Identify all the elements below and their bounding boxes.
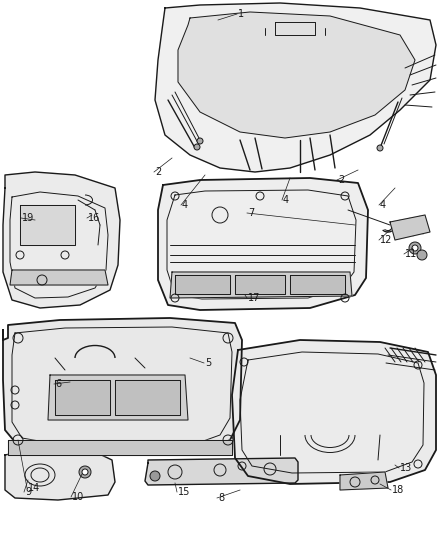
Text: 11: 11 <box>405 249 417 259</box>
Text: 18: 18 <box>392 485 404 495</box>
Text: 1: 1 <box>238 9 244 19</box>
Text: 16: 16 <box>88 213 100 223</box>
Polygon shape <box>48 375 188 420</box>
Text: 13: 13 <box>400 463 412 473</box>
Text: 15: 15 <box>178 487 191 497</box>
Text: 4: 4 <box>182 200 188 210</box>
Text: 4: 4 <box>283 195 289 205</box>
Text: 6: 6 <box>55 379 61 389</box>
Text: 2: 2 <box>338 175 344 185</box>
Polygon shape <box>3 318 242 454</box>
Circle shape <box>194 144 200 150</box>
Polygon shape <box>55 380 110 415</box>
Circle shape <box>197 138 203 144</box>
Circle shape <box>150 471 160 481</box>
Text: 9: 9 <box>25 487 31 497</box>
Polygon shape <box>290 275 345 294</box>
Text: 12: 12 <box>380 235 392 245</box>
Circle shape <box>79 466 91 478</box>
Polygon shape <box>3 172 120 308</box>
Text: 10: 10 <box>72 492 84 502</box>
Polygon shape <box>158 178 368 310</box>
Polygon shape <box>390 215 430 240</box>
Polygon shape <box>145 458 298 485</box>
Polygon shape <box>275 22 315 35</box>
Polygon shape <box>340 472 388 490</box>
Polygon shape <box>10 270 108 285</box>
Text: 14: 14 <box>28 483 40 493</box>
Polygon shape <box>8 440 232 455</box>
Text: 2: 2 <box>155 167 161 177</box>
Circle shape <box>417 250 427 260</box>
Polygon shape <box>155 3 436 172</box>
Circle shape <box>409 242 421 254</box>
Text: 4: 4 <box>380 200 386 210</box>
Text: 19: 19 <box>22 213 34 223</box>
Polygon shape <box>5 450 115 500</box>
Polygon shape <box>115 380 180 415</box>
Text: 7: 7 <box>248 208 254 218</box>
Polygon shape <box>235 275 285 294</box>
Circle shape <box>82 469 88 475</box>
Text: 17: 17 <box>248 293 260 303</box>
Polygon shape <box>170 272 352 298</box>
Text: 8: 8 <box>218 493 224 503</box>
Polygon shape <box>178 12 415 138</box>
Text: 5: 5 <box>205 358 211 368</box>
Polygon shape <box>20 205 75 245</box>
Polygon shape <box>175 275 230 294</box>
Circle shape <box>377 145 383 151</box>
Polygon shape <box>232 340 436 484</box>
Circle shape <box>412 245 418 251</box>
